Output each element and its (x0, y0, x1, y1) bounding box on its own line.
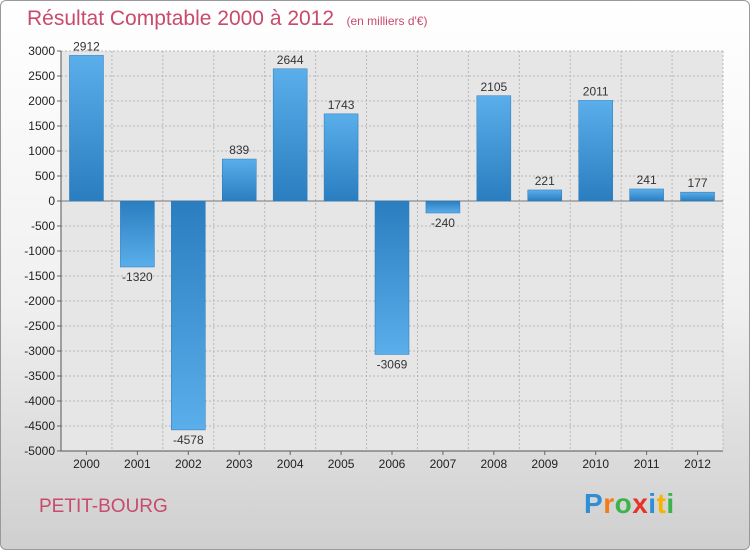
bar-2001 (120, 200, 155, 268)
y-tick-label: -4500 (24, 419, 55, 433)
y-tick-label: -1000 (24, 244, 55, 258)
y-tick-label: -3000 (24, 344, 55, 358)
bar-2004 (272, 68, 308, 202)
y-tick-label: -2500 (24, 319, 55, 333)
bar-2008 (476, 95, 512, 202)
x-tick-label-2011: 2011 (634, 457, 660, 471)
data-label-2010: 2011 (583, 84, 609, 98)
bar-2007 (425, 200, 461, 214)
proxiti-logo: Proxiti (584, 488, 675, 520)
logo-letter: x (632, 488, 649, 519)
logo-letter: t (656, 488, 667, 519)
x-tick-label-2006: 2006 (379, 457, 406, 471)
place-name: PETIT-BOURG (39, 496, 168, 517)
x-tick-label-2004: 2004 (277, 457, 304, 471)
y-tick-label: 1000 (28, 144, 55, 158)
bar-2002 (171, 200, 206, 431)
y-tick-label: -500 (31, 219, 55, 233)
x-tick-label-2005: 2005 (328, 457, 355, 471)
bar-2010 (578, 100, 613, 202)
data-label-2012: 177 (688, 176, 708, 190)
data-label-2011: 241 (637, 173, 657, 187)
y-tick-label: 2000 (28, 94, 55, 108)
chart-title-unit: (en milliers d'€) (346, 14, 428, 28)
x-tick-label-2010: 2010 (582, 457, 609, 471)
y-tick-label: -2000 (24, 294, 55, 308)
bar-2005 (323, 113, 359, 202)
y-tick-label: -5000 (24, 444, 55, 458)
chart-title: Résultat Comptable 2000 à 2012 (en milli… (27, 7, 427, 31)
x-tick-label-2007: 2007 (430, 457, 457, 471)
y-tick-label: -1500 (24, 269, 55, 283)
x-tick-label-2003: 2003 (226, 457, 253, 471)
bar-2000 (69, 55, 104, 202)
x-tick-label-2008: 2008 (480, 457, 507, 471)
x-tick-label-2000: 2000 (73, 457, 100, 471)
x-tick-label-2009: 2009 (531, 457, 558, 471)
data-label-2009: 221 (535, 174, 555, 188)
bar-2011 (629, 188, 664, 202)
bar-2009 (527, 189, 563, 202)
data-label-2000: 2912 (73, 39, 100, 53)
data-label-2003: 839 (229, 143, 249, 157)
logo-letter: P (584, 488, 604, 519)
y-tick-label: 0 (48, 194, 55, 208)
y-tick-label: 3000 (28, 44, 55, 58)
data-label-2004: 2644 (277, 53, 304, 67)
data-label-2007: -240 (431, 216, 455, 230)
y-tick-label: 500 (35, 169, 55, 183)
logo-letter: i (648, 488, 657, 519)
logo-letter: i (666, 488, 675, 519)
data-label-2008: 2105 (480, 80, 507, 94)
bar-2012 (680, 191, 715, 202)
x-tick-label-2012: 2012 (684, 457, 711, 471)
data-label-2002: -4578 (173, 433, 204, 447)
data-label-2005: 1743 (328, 98, 355, 112)
logo-letter: o (614, 488, 633, 519)
x-tick-label-2001: 2001 (124, 457, 151, 471)
data-label-2001: -1320 (122, 270, 153, 284)
logo-letter: r (603, 488, 615, 519)
data-label-2006: -3069 (377, 357, 408, 371)
y-tick-label: -3500 (24, 369, 55, 383)
y-tick-label: 2500 (28, 69, 55, 83)
bar-2003 (221, 158, 257, 202)
bar-2006 (374, 200, 410, 355)
y-tick-label: 1500 (28, 119, 55, 133)
y-tick-label: -4000 (24, 394, 55, 408)
chart-title-main: Résultat Comptable 2000 à 2012 (27, 7, 335, 30)
x-tick-label-2002: 2002 (175, 457, 202, 471)
